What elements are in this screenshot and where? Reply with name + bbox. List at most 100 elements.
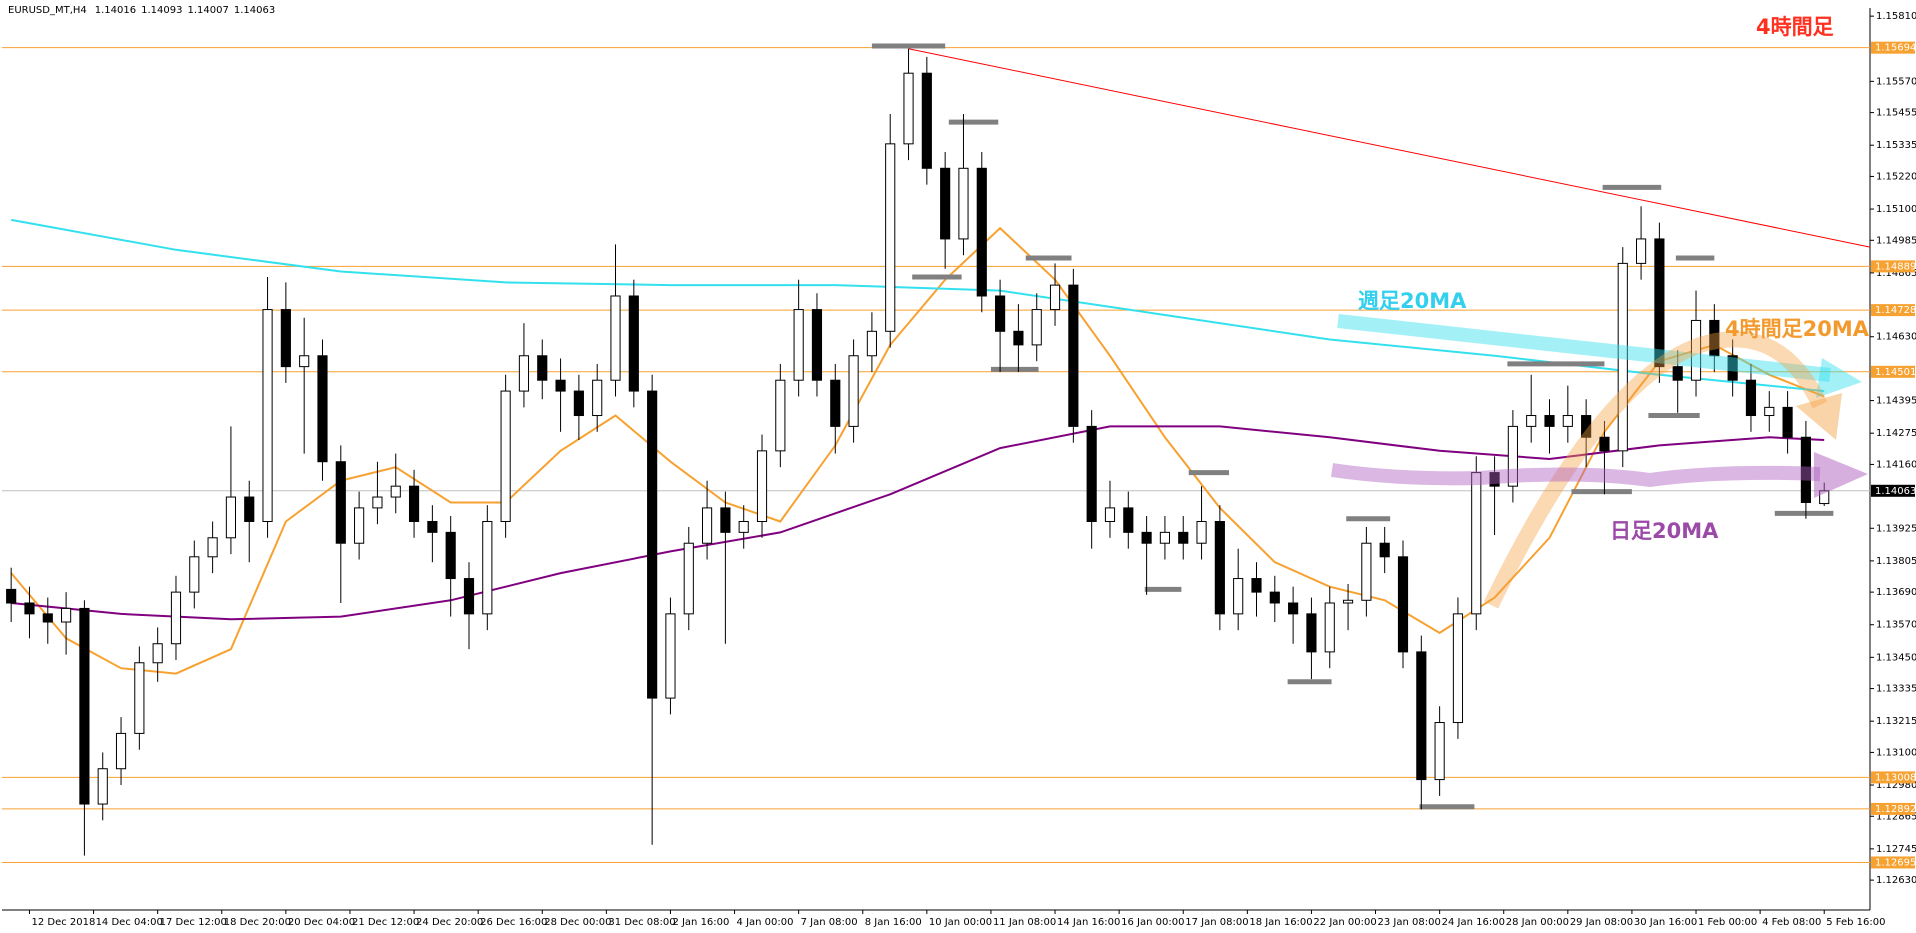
candle-body (1562, 415, 1573, 427)
candle-body (1342, 599, 1354, 604)
symbol: EURUSD_MT,H4 (8, 5, 87, 16)
level-label: 1.12892 (1875, 804, 1916, 815)
x-tick-label: 12 Dec 2018 (31, 917, 95, 928)
x-tick-label: 5 Feb 16:00 (1826, 917, 1885, 928)
chart-header: EURUSD_MT,H4 1.14016 1.14093 1.14007 1.14063 (8, 5, 275, 16)
candle-body (1654, 238, 1665, 368)
x-tick-label: 2 Jan 16:00 (672, 917, 729, 928)
candle-body (482, 520, 493, 615)
level-label-box (1871, 802, 1915, 815)
timeframe-annotation: 4時間足 (1756, 15, 1834, 39)
candle-body (1196, 520, 1207, 544)
candle-body (1178, 531, 1189, 544)
candle-body (6, 588, 17, 604)
x-tick-label: 23 Jan 08:00 (1378, 917, 1441, 928)
y-tick-label: 1.12630 (1876, 875, 1916, 886)
candle-body (427, 520, 438, 533)
h4-arrow (1483, 331, 1828, 609)
level-label: 1.15694 (1875, 43, 1916, 54)
y-tick-label: 1.14865 (1876, 268, 1916, 279)
candle-body (995, 295, 1006, 332)
candle-body (1581, 415, 1592, 438)
y-tick-label: 1.12980 (1876, 780, 1916, 791)
level-label-box (1871, 771, 1915, 784)
level-label-box (1871, 41, 1915, 54)
y-tick-label: 1.14160 (1876, 459, 1916, 470)
y-tick-label: 1.13925 (1876, 523, 1916, 534)
candle-body (628, 295, 639, 392)
candle-body (1416, 651, 1427, 781)
candle-body (738, 520, 749, 533)
y-tick-label: 1.15220 (1876, 171, 1916, 182)
candle-body (463, 578, 475, 615)
candle-body (555, 379, 566, 392)
candle-body (317, 355, 328, 463)
candle-body (647, 390, 658, 699)
x-tick-label: 18 Dec 20:00 (224, 917, 291, 928)
y-tick-label: 1.12745 (1876, 844, 1916, 855)
candle-body (134, 662, 145, 734)
x-tick-label: 29 Jan 08:00 (1570, 917, 1633, 928)
current-price-label: 1.14063 (1875, 486, 1916, 497)
candle-body (1672, 366, 1683, 381)
candle-body (244, 496, 255, 522)
candle-body (1031, 309, 1042, 346)
x-tick-label: 18 Jan 16:00 (1249, 917, 1312, 928)
x-tick-label: 8 Jan 16:00 (865, 917, 922, 928)
y-tick-label: 1.14395 (1876, 396, 1916, 407)
arrows: 4時間足 週足20MA 4時間足20MA 日足20MA (1330, 15, 1870, 609)
x-tick-label: 24 Dec 20:00 (416, 917, 483, 928)
candle-body (42, 613, 53, 623)
candle-body (299, 355, 310, 368)
candle-body (225, 496, 237, 539)
y-tick-label: 1.15100 (1876, 204, 1916, 215)
candle-body (976, 167, 987, 297)
candle-body (1086, 425, 1097, 522)
candle-body (940, 167, 951, 240)
y-tick-label: 1.15570 (1876, 76, 1916, 87)
candle-body (683, 542, 694, 615)
candle-body (665, 613, 676, 699)
candle-body (1104, 507, 1116, 522)
level-label: 1.14501 (1875, 367, 1916, 378)
level-label-box (1871, 365, 1915, 378)
open-value: 1.14016 (95, 5, 136, 16)
candle-body (1159, 531, 1171, 544)
x-tick-label: 10 Jan 00:00 (929, 917, 992, 928)
y-tick-label: 1.12865 (1876, 811, 1916, 822)
candle-body (170, 591, 182, 645)
x-tick-label: 17 Dec 12:00 (160, 917, 227, 928)
candle-body (79, 607, 90, 805)
candle-body (1288, 602, 1299, 615)
y-tick-label: 1.14630 (1876, 332, 1916, 343)
candle-body (1800, 436, 1811, 503)
candle-body (1251, 578, 1262, 593)
candle-body (885, 143, 896, 332)
candle-body (1123, 507, 1134, 533)
candle-body (1690, 319, 1702, 381)
candle-body (1013, 330, 1024, 346)
trendline (908, 48, 1871, 248)
candle-body (354, 507, 365, 544)
candle-body (280, 309, 291, 368)
y-tick-label: 1.15810 (1876, 11, 1916, 22)
level-label: 1.13008 (1875, 772, 1916, 783)
x-tick-label: 20 Dec 04:00 (288, 917, 355, 928)
y-tick-label: 1.13570 (1876, 620, 1916, 631)
level-label: 1.12695 (1875, 857, 1916, 868)
candle-body (1727, 355, 1738, 381)
candle-body (811, 309, 823, 381)
y-tick-label: 1.13100 (1876, 747, 1916, 758)
candle-body (372, 496, 383, 509)
daily-arrow (1330, 463, 1821, 488)
y-tick-label: 1.13335 (1876, 684, 1916, 695)
candle-body (1636, 238, 1647, 264)
candle-body (775, 379, 786, 452)
candle-body (97, 768, 108, 805)
candle-body (848, 355, 859, 427)
y-tick-label: 1.13690 (1876, 587, 1916, 598)
level-label: 1.14889 (1875, 261, 1916, 272)
x-tick-label: 14 Dec 04:00 (96, 917, 163, 928)
x-tick-label: 7 Jan 08:00 (801, 917, 858, 928)
